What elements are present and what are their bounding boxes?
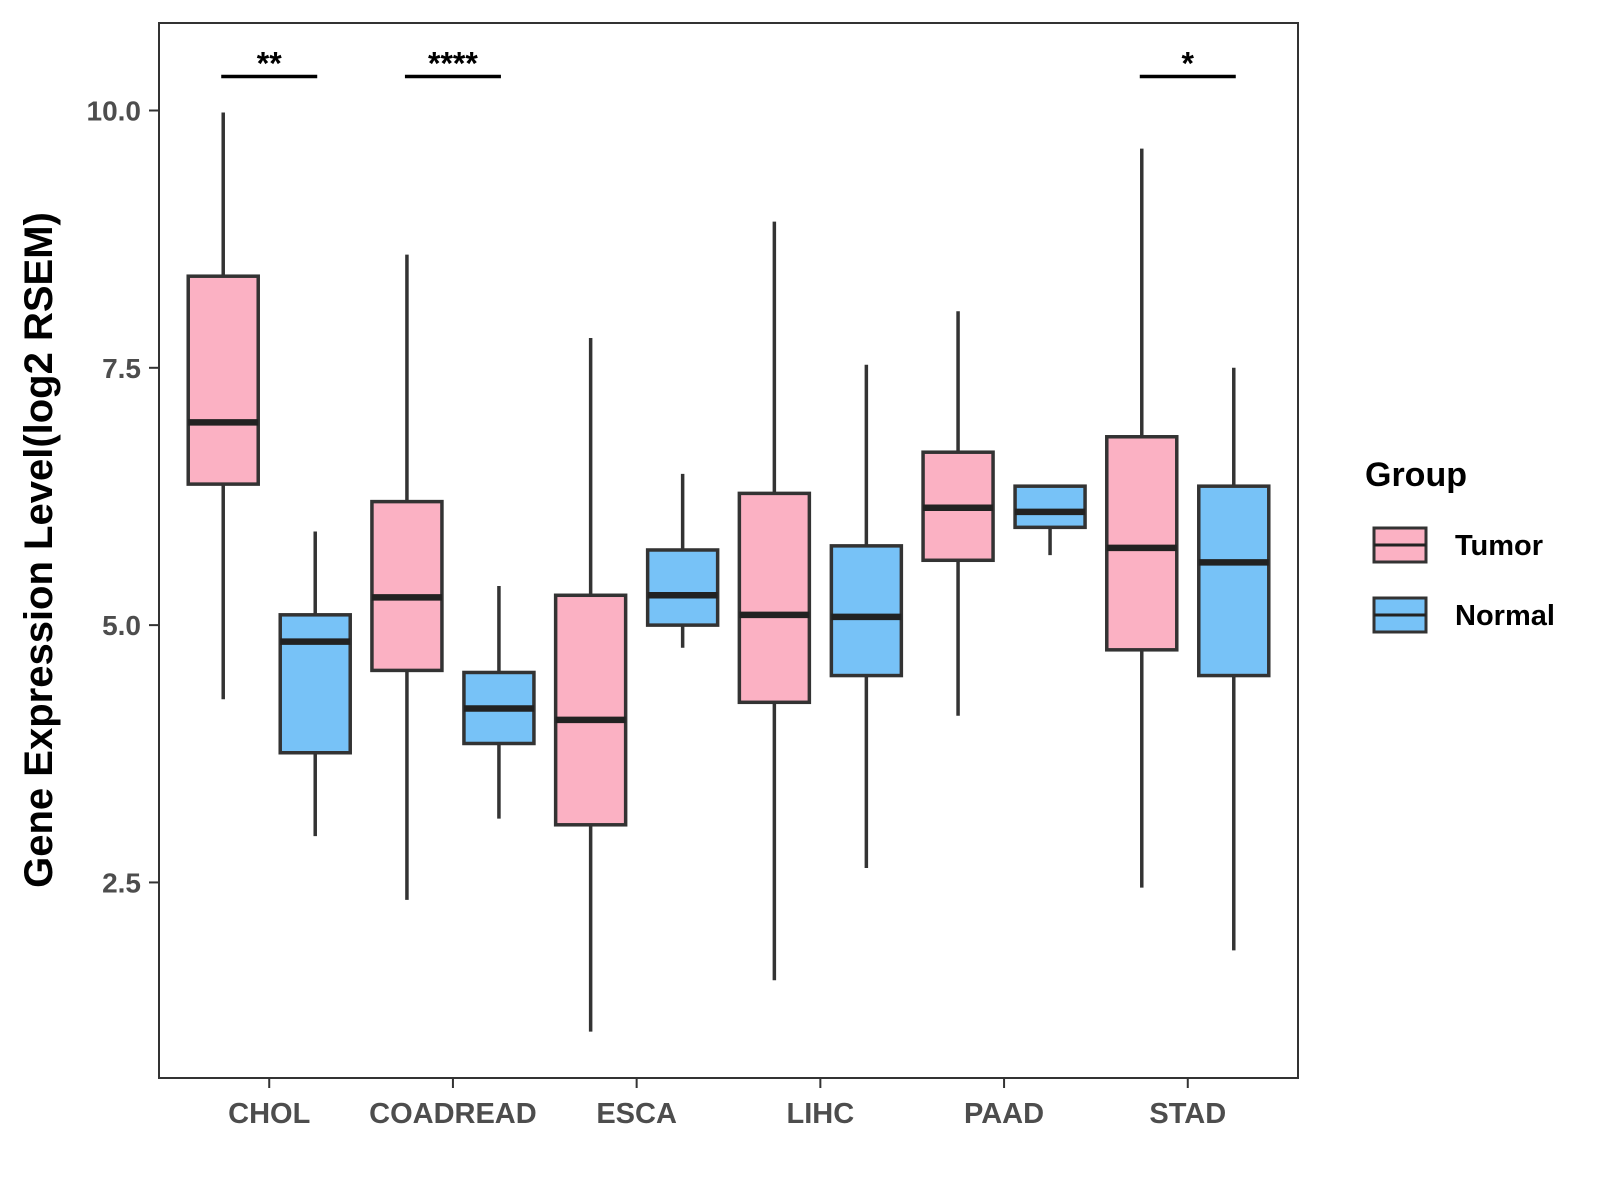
box-normal-stad: [1197, 367, 1271, 951]
significance-label: **: [257, 46, 282, 82]
legend-label-tumor: Tumor: [1455, 530, 1543, 562]
x-axis: CHOL COADREAD ESCA LIHC PAAD STAD: [228, 1078, 1226, 1130]
y-axis: 2.5 5.0 7.5 10.0: [87, 95, 159, 898]
box-iqr: [1013, 484, 1087, 530]
box-normal-chol: [278, 531, 352, 837]
y-axis-title: Gene Expression Level(log2 RSEM): [17, 212, 61, 888]
box-iqr: [1197, 484, 1271, 678]
box-tumor-stad: [1105, 148, 1179, 888]
box-series: [186, 112, 1271, 1032]
y-tick-label: 5.0: [102, 610, 141, 641]
x-tick-label: CHOL: [228, 1098, 310, 1130]
box-normal-esca: [645, 473, 720, 648]
x-tick-label: ESCA: [596, 1098, 677, 1130]
y-tick-label: 2.5: [102, 867, 141, 898]
x-tick-label: COADREAD: [369, 1098, 537, 1130]
legend-label-normal: Normal: [1455, 600, 1555, 632]
box-normal-coadread: [462, 586, 536, 819]
box-iqr: [278, 613, 352, 755]
box-iqr: [829, 544, 904, 678]
legend: Group Tumor Normal: [1365, 456, 1555, 634]
box-tumor-paad: [921, 311, 995, 716]
x-tick-label: LIHC: [787, 1098, 855, 1130]
significance-label: ****: [428, 46, 478, 82]
box-tumor-coadread: [370, 254, 444, 900]
legend-key-tumor: [1372, 526, 1428, 564]
box-iqr: [1105, 435, 1179, 652]
significance-annotations: ** **** *: [221, 46, 1236, 82]
box-normal-paad: [1013, 484, 1087, 556]
x-tick-label: PAAD: [964, 1098, 1044, 1130]
significance-label: *: [1182, 46, 1195, 82]
box-tumor-lihc: [737, 221, 812, 981]
box-tumor-chol: [186, 112, 260, 700]
box-iqr: [737, 491, 812, 705]
y-tick-label: 10.0: [87, 95, 142, 126]
box-tumor-esca: [553, 337, 628, 1032]
box-iqr: [553, 593, 628, 827]
legend-title: Group: [1365, 456, 1467, 494]
box-iqr: [370, 499, 444, 673]
x-tick-label: STAD: [1149, 1098, 1226, 1130]
box-iqr: [186, 274, 260, 486]
box-iqr: [645, 548, 720, 627]
y-tick-label: 7.5: [102, 353, 141, 384]
box-normal-lihc: [829, 364, 904, 869]
legend-key-normal: [1372, 596, 1428, 634]
